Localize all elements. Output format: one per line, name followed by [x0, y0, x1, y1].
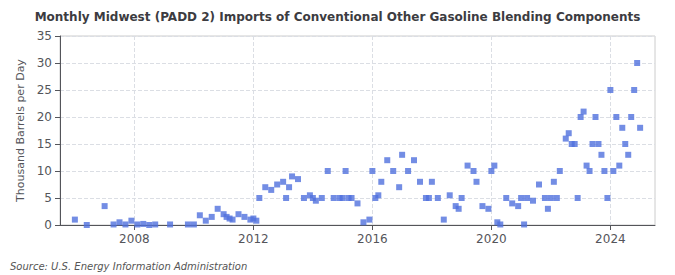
svg-text:2016: 2016: [357, 232, 388, 246]
svg-text:2012: 2012: [238, 232, 269, 246]
svg-text:10: 10: [37, 164, 52, 178]
svg-text:0: 0: [44, 218, 52, 232]
svg-text:30: 30: [37, 56, 52, 70]
svg-text:25: 25: [37, 83, 52, 97]
svg-text:15: 15: [37, 137, 52, 151]
svg-text:2020: 2020: [476, 232, 507, 246]
svg-text:Source: U.S. Energy Informatio: Source: U.S. Energy Information Administ…: [10, 261, 247, 272]
svg-text:Monthly Midwest (PADD 2) Impor: Monthly Midwest (PADD 2) Imports of Conv…: [35, 10, 641, 24]
svg-text:20: 20: [37, 110, 52, 124]
svg-text:35: 35: [37, 29, 52, 43]
svg-text:2024: 2024: [595, 232, 626, 246]
svg-text:Thousand Barrels per Day: Thousand Barrels per Day: [14, 59, 27, 203]
svg-text:2008: 2008: [119, 232, 150, 246]
svg-text:5: 5: [44, 191, 52, 205]
